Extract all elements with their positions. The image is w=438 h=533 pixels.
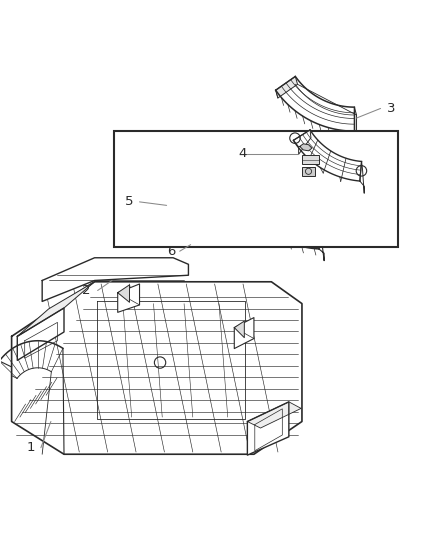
Polygon shape: [12, 282, 302, 454]
Polygon shape: [293, 130, 361, 181]
Polygon shape: [360, 161, 364, 193]
Polygon shape: [319, 227, 324, 261]
Polygon shape: [17, 282, 95, 336]
Polygon shape: [234, 321, 244, 338]
Text: 2: 2: [81, 284, 90, 297]
Polygon shape: [247, 402, 289, 455]
Text: 5: 5: [125, 196, 134, 208]
Polygon shape: [247, 402, 301, 428]
Polygon shape: [118, 284, 140, 312]
Text: 3: 3: [387, 102, 396, 115]
Polygon shape: [243, 191, 263, 215]
Bar: [302, 166, 315, 176]
Polygon shape: [276, 76, 354, 131]
Text: 1: 1: [27, 441, 35, 454]
Polygon shape: [17, 308, 64, 360]
Text: 6: 6: [167, 245, 175, 258]
Polygon shape: [276, 76, 297, 98]
Bar: [114, 131, 398, 247]
Polygon shape: [300, 144, 312, 151]
Bar: [302, 155, 318, 164]
Polygon shape: [234, 318, 254, 349]
Polygon shape: [118, 285, 130, 302]
Polygon shape: [293, 130, 311, 154]
Text: 4: 4: [239, 147, 247, 160]
Polygon shape: [243, 191, 320, 249]
Polygon shape: [354, 107, 357, 139]
Polygon shape: [42, 258, 188, 302]
